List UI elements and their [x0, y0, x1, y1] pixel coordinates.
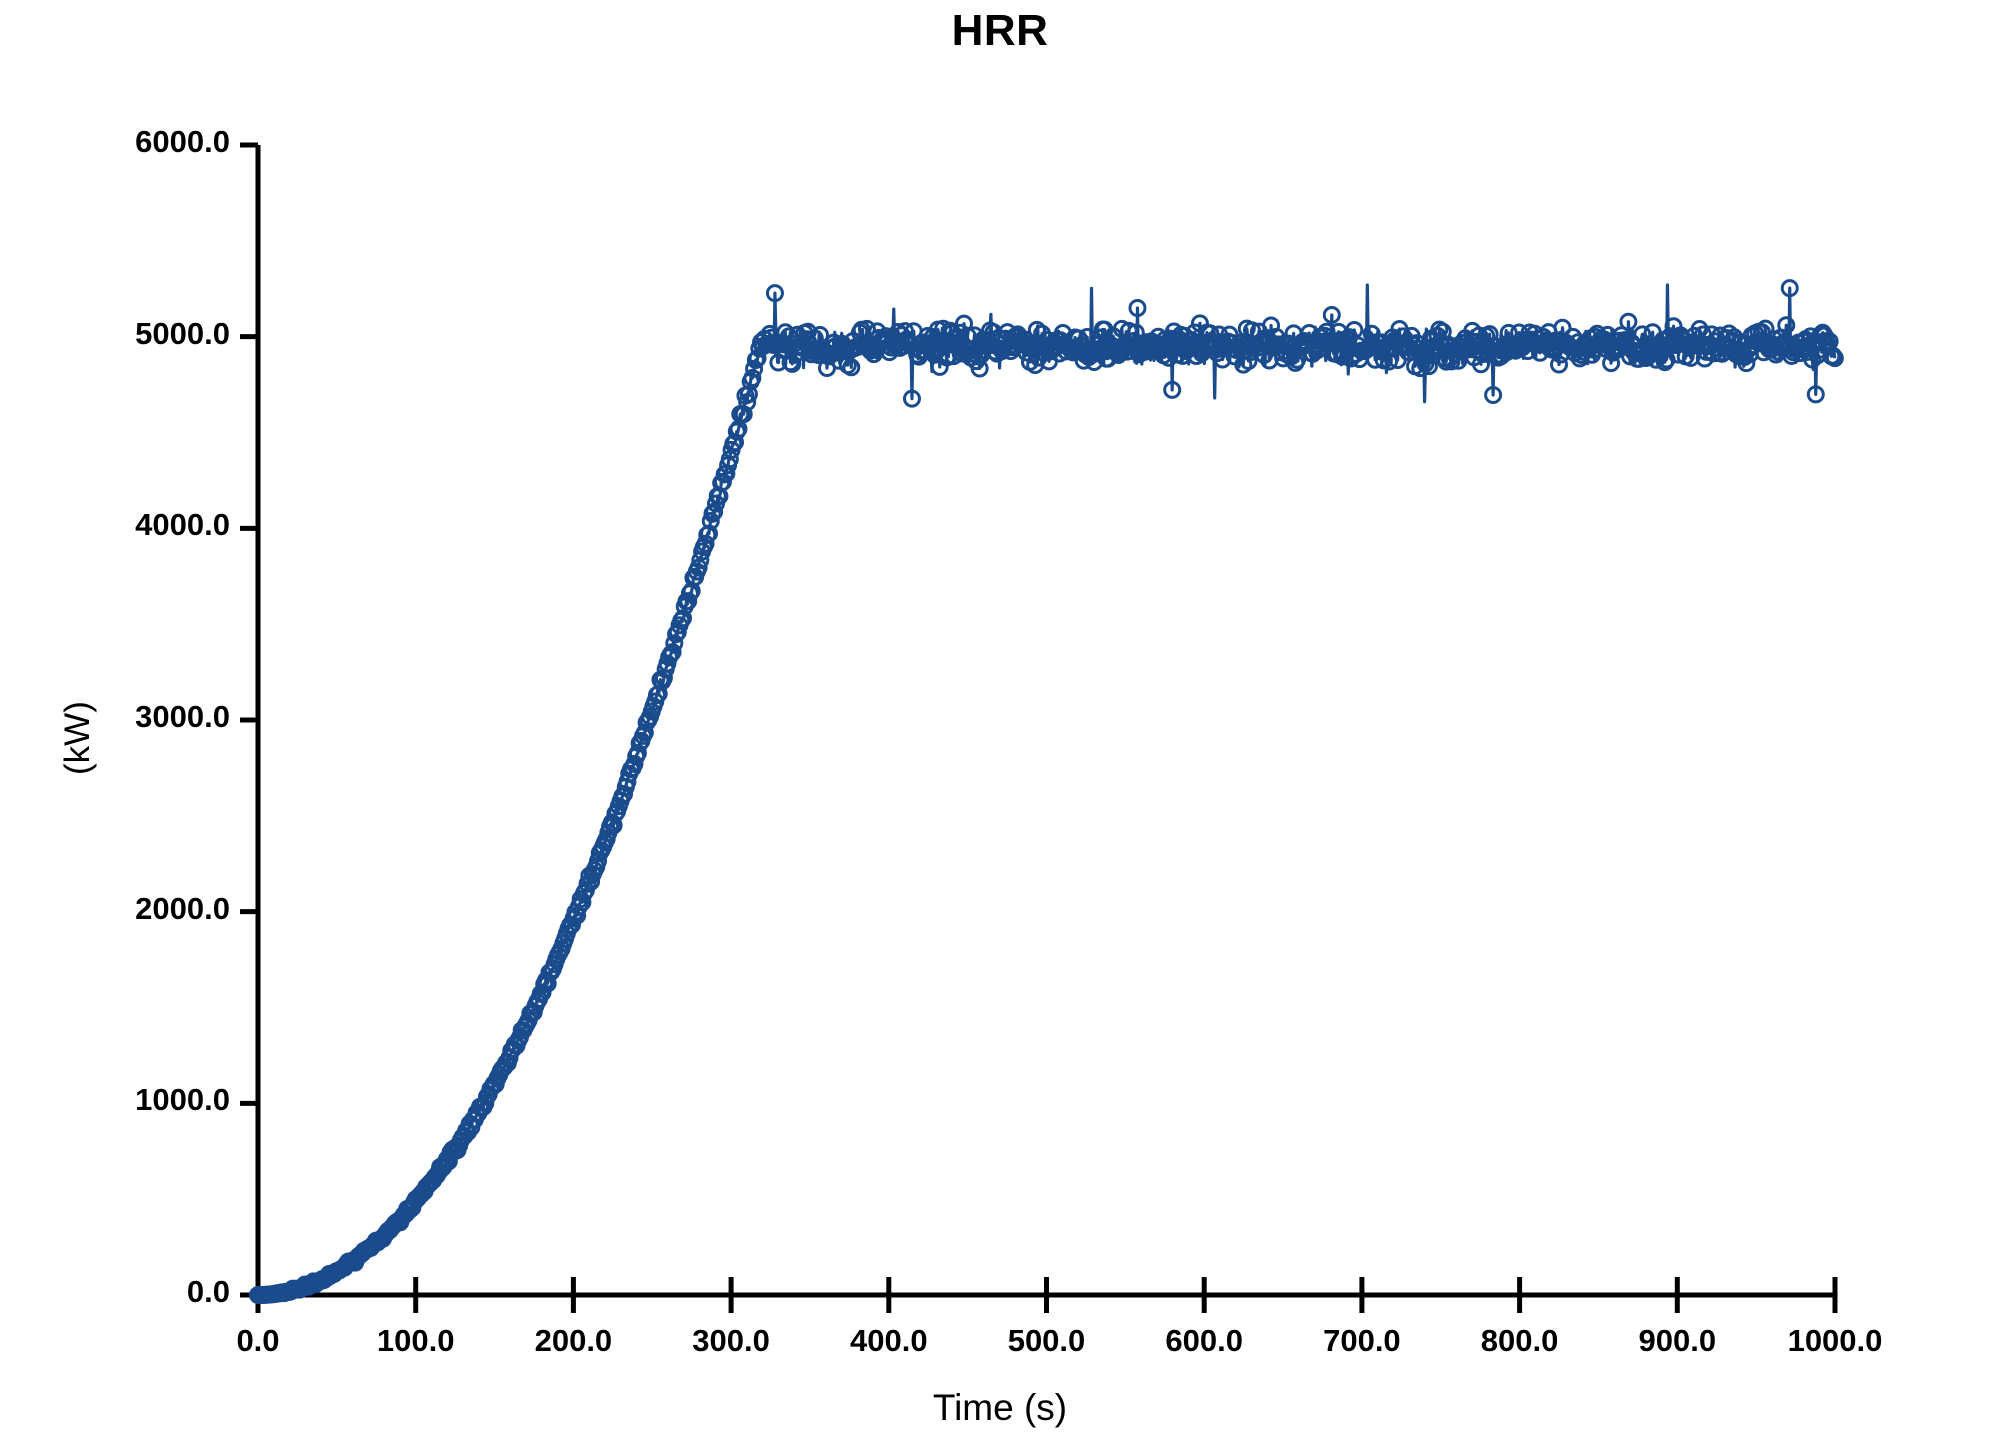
chart-title: HRR [951, 6, 1049, 55]
axes [240, 142, 1838, 1313]
x-axis-tick-label: 100.0 [376, 1323, 455, 1358]
x-axis-tick-label: 900.0 [1638, 1323, 1717, 1358]
x-axis-tick-label: 800.0 [1480, 1323, 1559, 1358]
x-axis-tick-label: 200.0 [534, 1323, 613, 1358]
x-axis-tick-label: 500.0 [1007, 1323, 1086, 1358]
x-axis-title: Time (s) [932, 1387, 1068, 1428]
x-axis-tick-label: 300.0 [692, 1323, 770, 1358]
y-axis-tick-label: 5000.0 [135, 315, 230, 351]
x-axis-tick-label: 600.0 [1165, 1323, 1243, 1358]
y-axis-tick-label: 3000.0 [135, 699, 230, 734]
y-axis-tick-label: 1000.0 [135, 1082, 230, 1118]
y-axis-tick-label: 6000.0 [135, 124, 230, 159]
x-axis-tick-label: 400.0 [850, 1323, 928, 1358]
y-axis-tick-label: 0.0 [186, 1274, 230, 1309]
y-axis-title: (kW) [58, 701, 97, 775]
x-axis-tick-label: 700.0 [1323, 1323, 1401, 1358]
x-axis-tick-label: 1000.0 [1787, 1323, 1883, 1358]
data-series-hrr [249, 279, 1844, 1304]
x-axis-tick-label: 0.0 [236, 1323, 280, 1358]
y-axis-tick-label: 2000.0 [135, 890, 230, 926]
y-axis-tick-label: 4000.0 [135, 507, 230, 543]
